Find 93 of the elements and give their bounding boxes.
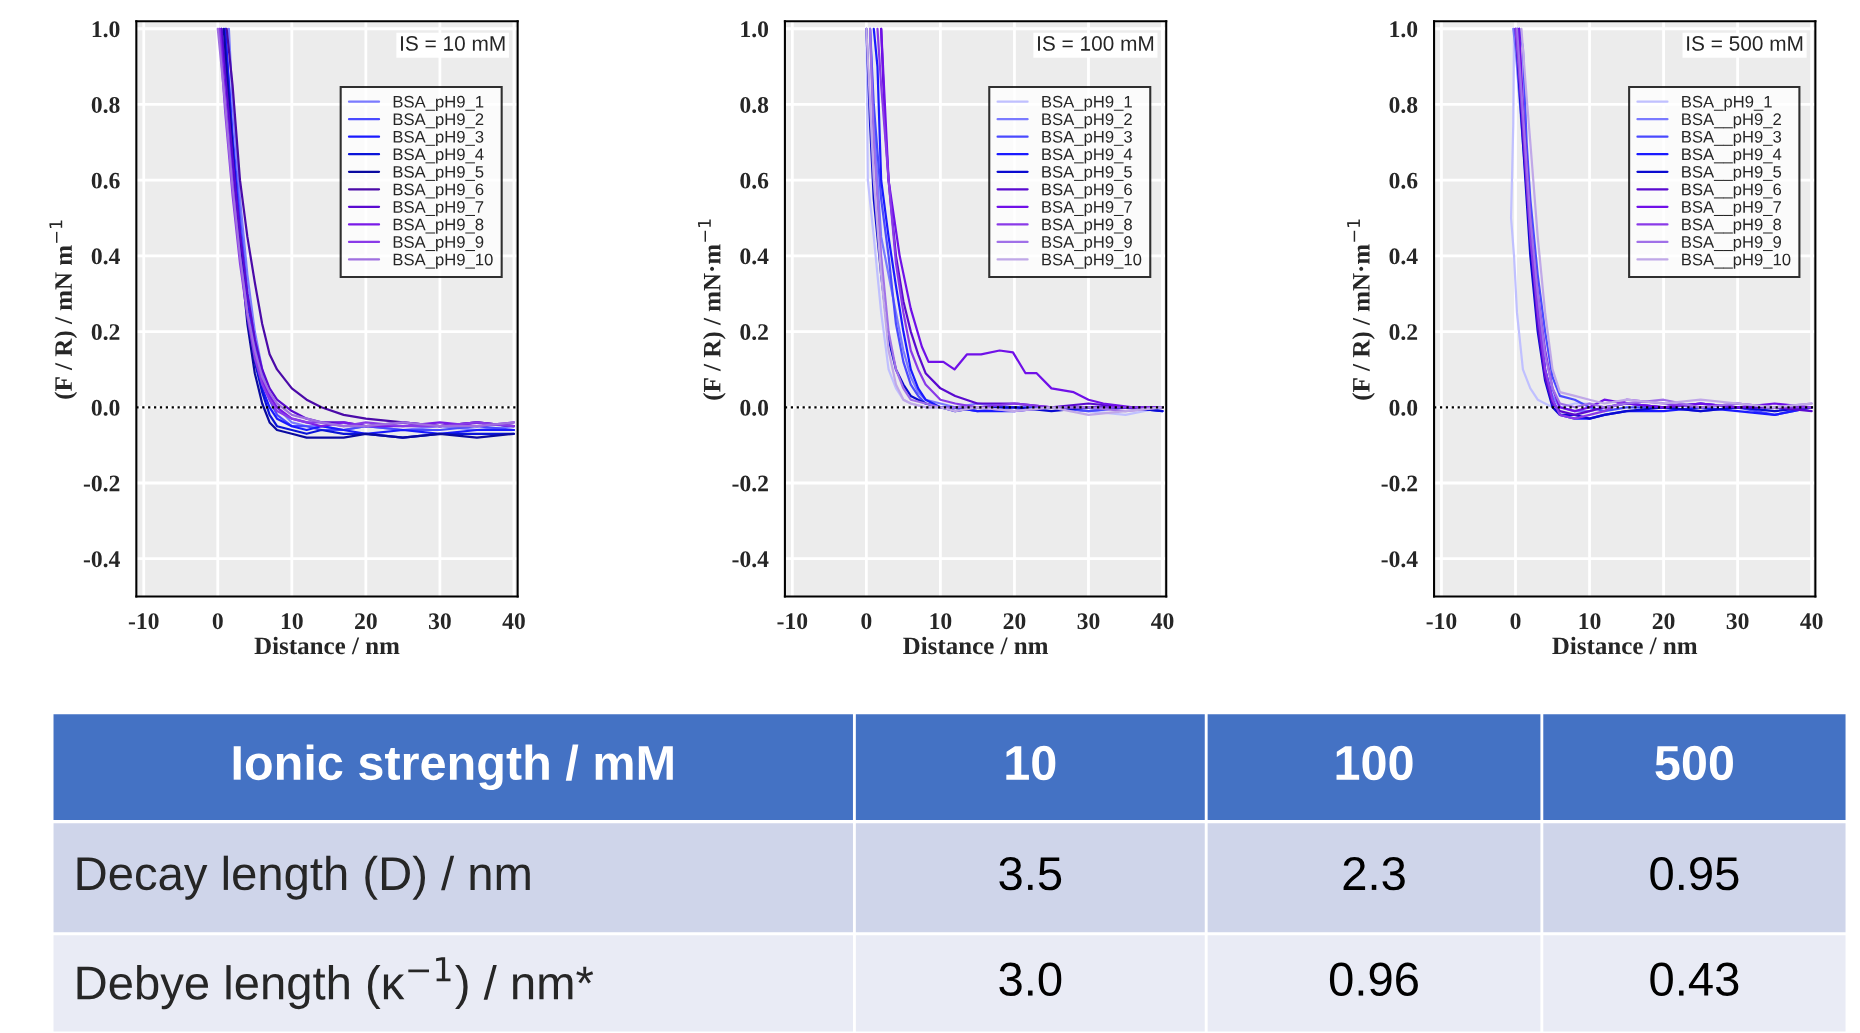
legend-label: BSA_pH9_10 <box>393 253 493 269</box>
legend-label: BSA_pH9_3 <box>1042 130 1132 146</box>
x-tick-label: 10 <box>281 613 303 630</box>
y-tick-label: -0.4 <box>1381 551 1418 568</box>
text: Decay length (D) / nm <box>77 855 530 900</box>
legend-label: BSA__pH9_8 <box>1682 218 1782 234</box>
legend-label: BSA__pH9_10 <box>1682 253 1791 269</box>
legend-label: BSA_pH9_7 <box>1042 201 1132 217</box>
text: Debye length (κ$^{−1}$) / nm* <box>77 957 594 1010</box>
legend-label: BSA_pH9_5 <box>1042 165 1132 182</box>
text: 10 <box>1006 745 1056 781</box>
legend-label: BSA_pH9_1 <box>1682 95 1772 111</box>
x-tick-label: 10 <box>1579 613 1601 630</box>
y-tick-label: -0.4 <box>732 551 769 568</box>
y-tick-label: 0.6 <box>740 172 769 189</box>
y-tick-label: 0.4 <box>91 248 120 265</box>
x-tick-label: 0 <box>212 613 223 630</box>
legend-label: BSA__pH9_4 <box>1682 148 1782 164</box>
legend-label: BSA__pH9_7 <box>1682 201 1781 217</box>
x-tick-label: 40 <box>502 613 525 630</box>
x-tick-label: 30 <box>428 613 451 630</box>
legend-label: BSA__pH9_3 <box>1682 130 1782 146</box>
legend-label: BSA_pH9_7 <box>393 201 484 217</box>
legend-label: BSA__pH9_6 <box>1682 183 1782 199</box>
legend-label: BSA_pH9_1 <box>1042 95 1132 111</box>
y-tick-label: 0.4 <box>1389 248 1418 265</box>
y-tick-label: 0.6 <box>1389 172 1418 189</box>
annotation: IS = 500 mM <box>1687 36 1803 51</box>
legend-label: BSA_pH9_6 <box>393 183 484 199</box>
y-tick-label: -0.2 <box>732 475 768 492</box>
y-tick-label: 0.8 <box>1389 96 1418 113</box>
legend-label: BSA_pH9_3 <box>393 130 484 146</box>
y-tick-label: 0.0 <box>740 399 769 416</box>
y-tick-label: -0.2 <box>1381 475 1418 492</box>
x-axis-title: Distance / nm <box>1552 636 1698 655</box>
text: 3.5 <box>999 856 1062 891</box>
x-tick-label: 20 <box>1003 613 1026 630</box>
y-tick-label: 0.0 <box>1389 399 1418 416</box>
y-axis-title: (F / R) / mN·m$^{−1}$ <box>1347 219 1375 400</box>
text: Ionic strength / mM <box>233 744 673 790</box>
x-tick-label: 20 <box>355 613 377 630</box>
legend-label: BSA_pH9_5 <box>393 165 484 182</box>
x-tick-label: -10 <box>777 613 808 630</box>
y-tick-label: 0.4 <box>740 248 769 265</box>
x-tick-label: 20 <box>1652 613 1675 630</box>
text: 2.3 <box>1343 856 1405 891</box>
y-tick-label: 0.8 <box>740 96 769 113</box>
y-tick-label: -0.4 <box>83 551 120 568</box>
y-tick-label: 0.2 <box>740 324 768 341</box>
y-tick-label: 0.2 <box>91 324 120 341</box>
legend-label: BSA_pH9_4 <box>393 148 484 164</box>
legend-label: BSA_pH9_8 <box>393 218 484 234</box>
text: 500 <box>1655 745 1733 781</box>
text: 0.95 <box>1650 856 1739 891</box>
y-tick-label: 0.0 <box>91 399 120 416</box>
legend-label: BSA_pH9_9 <box>1042 236 1132 252</box>
annotation: IS = 10 mM <box>401 36 505 51</box>
y-tick-label: 0.2 <box>1389 324 1418 341</box>
x-axis-title: Distance / nm <box>903 636 1049 655</box>
x-tick-label: -10 <box>1426 613 1457 630</box>
legend-label: BSA__pH9_5 <box>1682 165 1782 182</box>
x-tick-label: 10 <box>930 613 952 630</box>
x-tick-label: 30 <box>1077 613 1100 630</box>
x-tick-label: 40 <box>1800 613 1823 630</box>
text: 3.0 <box>999 962 1062 997</box>
y-tick-label: 1.0 <box>92 21 120 38</box>
legend-label: BSA_pH9_4 <box>1042 148 1133 164</box>
x-tick-label: -10 <box>128 613 159 630</box>
legend-label: BSA__pH9_2 <box>1682 113 1781 129</box>
legend-label: BSA_pH9_8 <box>1042 218 1132 234</box>
legend-label: BSA_pH9_1 <box>393 95 484 111</box>
legend-label: BSA_pH9_10 <box>1042 253 1142 269</box>
x-tick-label: 30 <box>1726 613 1749 630</box>
legend-label: BSA_pH9_6 <box>1042 183 1132 199</box>
legend-label: BSA__pH9_9 <box>1682 236 1782 252</box>
text: 100 <box>1336 745 1413 781</box>
annotation: IS = 100 mM <box>1038 36 1154 51</box>
y-tick-label: -0.2 <box>83 475 120 492</box>
x-tick-label: 0 <box>861 613 872 630</box>
y-axis-title: (F / R) / mN m$^{−1}$ <box>49 220 78 399</box>
text: 0.96 <box>1329 962 1418 997</box>
x-tick-label: 40 <box>1151 613 1174 630</box>
legend-label: BSA_pH9_9 <box>393 236 484 252</box>
y-tick-label: 0.8 <box>91 96 120 113</box>
x-axis-title: Distance / nm <box>254 636 400 655</box>
legend-label: BSA_pH9_2 <box>393 113 484 129</box>
y-tick-label: 1.0 <box>741 21 769 38</box>
x-tick-label: 0 <box>1510 613 1521 630</box>
y-axis-title: (F / R) / mN·m$^{−1}$ <box>698 219 726 400</box>
text: 0.43 <box>1650 962 1739 997</box>
legend-label: BSA_pH9_2 <box>1042 113 1132 129</box>
y-tick-label: 1.0 <box>1390 21 1418 38</box>
y-tick-label: 0.6 <box>91 172 120 189</box>
